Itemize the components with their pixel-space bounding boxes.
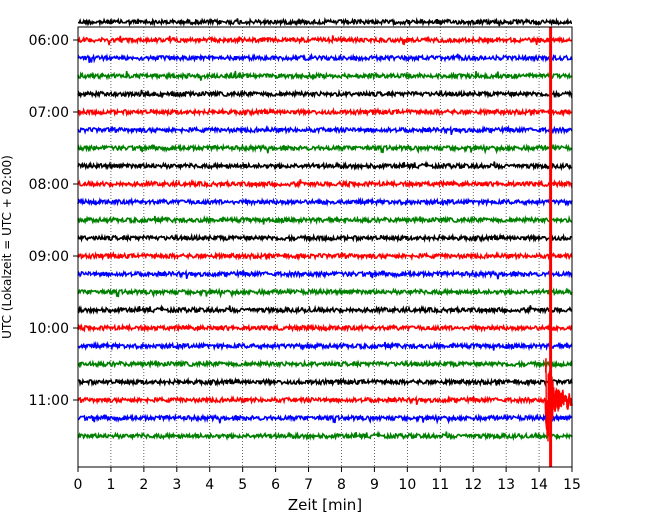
x-tick-label: 10 bbox=[398, 477, 416, 493]
trace-line bbox=[77, 178, 573, 189]
trace-line bbox=[77, 35, 573, 46]
x-axis-label: Zeit [min] bbox=[288, 496, 362, 514]
trace-line bbox=[77, 232, 573, 244]
trace-line bbox=[77, 214, 573, 226]
trace-line bbox=[77, 52, 573, 64]
trace-line bbox=[77, 430, 573, 442]
x-tick-label: 4 bbox=[205, 477, 214, 493]
trace-line bbox=[77, 413, 573, 425]
trace-line bbox=[77, 160, 573, 172]
trace-line bbox=[77, 16, 573, 27]
y-tick-label: 11:00 bbox=[29, 393, 69, 409]
x-tick-label: 1 bbox=[106, 477, 115, 493]
trace-line bbox=[77, 124, 573, 135]
trace-line bbox=[77, 268, 573, 280]
trace-line bbox=[77, 340, 573, 352]
trace-line bbox=[77, 322, 573, 333]
trace-line bbox=[77, 358, 573, 369]
y-tick-label: 08:00 bbox=[29, 177, 69, 193]
trace-line bbox=[77, 287, 573, 299]
x-tick-label: 0 bbox=[74, 477, 83, 493]
y-axis: 06:00 07:00 08:00 09:00 10:00 11:00 bbox=[29, 33, 78, 409]
trace-line bbox=[77, 88, 573, 99]
y-tick-label: 07:00 bbox=[29, 105, 69, 121]
trace-line bbox=[77, 196, 573, 208]
trace-line bbox=[77, 106, 573, 118]
x-tick-label: 3 bbox=[172, 477, 181, 493]
x-tick-label: 11 bbox=[431, 477, 449, 493]
trace-line bbox=[77, 387, 573, 429]
y-axis-label: UTC (Lokalzeit = UTC + 02:00) bbox=[0, 155, 14, 339]
event-burst bbox=[544, 358, 570, 442]
trace-line bbox=[77, 376, 573, 388]
x-tick-label: 12 bbox=[464, 477, 482, 493]
traces bbox=[77, 16, 573, 467]
trace-line bbox=[77, 250, 573, 262]
x-tick-label: 5 bbox=[238, 477, 247, 493]
trace-line bbox=[77, 70, 573, 81]
plot-frame bbox=[77, 26, 573, 468]
x-tick-label: 13 bbox=[497, 477, 515, 493]
x-tick-label: 7 bbox=[304, 477, 313, 493]
y-tick-label: 06:00 bbox=[29, 33, 69, 49]
x-tick-label: 6 bbox=[271, 477, 280, 493]
x-tick-label: 14 bbox=[530, 477, 548, 493]
y-tick-label: 09:00 bbox=[29, 249, 69, 265]
grid bbox=[110, 27, 540, 467]
x-axis: 0 1 2 3 4 5 6 7 8 9 10 11 12 13 14 15 bbox=[74, 467, 581, 493]
trace-line bbox=[77, 304, 573, 316]
x-tick-label: 9 bbox=[370, 477, 379, 493]
x-tick-label: 8 bbox=[337, 477, 346, 493]
x-tick-label: 2 bbox=[139, 477, 148, 493]
y-tick-label: 10:00 bbox=[29, 321, 69, 337]
x-tick-label: 15 bbox=[563, 477, 581, 493]
trace-line bbox=[77, 143, 573, 155]
